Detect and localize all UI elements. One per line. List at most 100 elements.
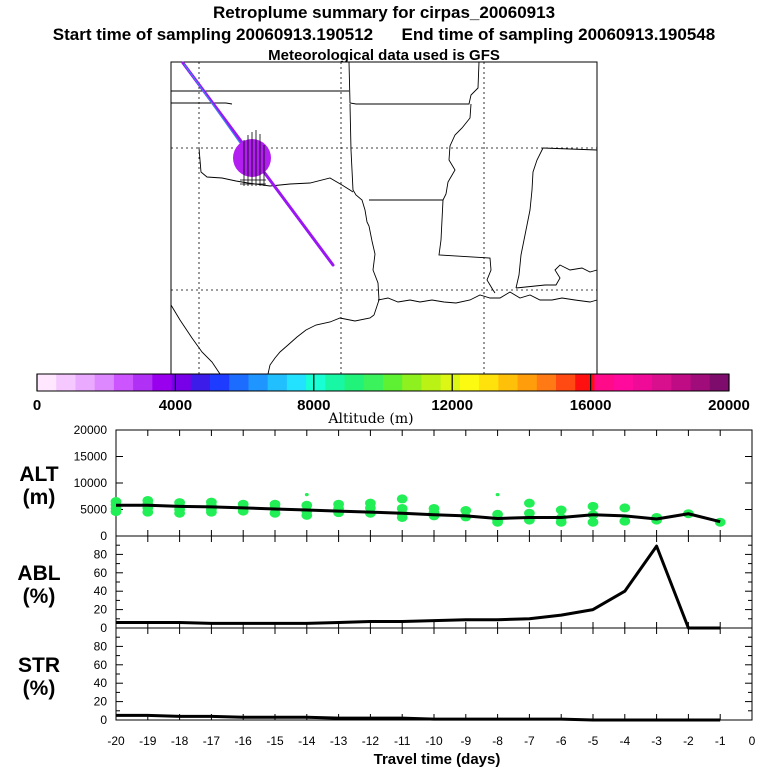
altitude-point [110, 507, 122, 517]
x-tick-label: -6 [556, 734, 567, 748]
panel-unit: (m) [23, 486, 56, 509]
altitude-point [619, 503, 631, 513]
x-tick-label: -19 [139, 734, 157, 748]
x-tick-label: -11 [394, 734, 411, 748]
colorbar-swatch [133, 374, 153, 391]
y-tick-label: 40 [94, 584, 108, 598]
panel-label: ALT [19, 463, 58, 486]
x-tick-label: -10 [425, 734, 443, 748]
panel-label: ABL [17, 562, 60, 585]
panel-abl: 0 20 40 60 80 ABL(%) [17, 535, 753, 635]
colorbar-swatch [113, 374, 134, 391]
colorbar-swatch [613, 374, 634, 391]
colorbar-swatch [690, 374, 711, 391]
altitude-point [587, 517, 599, 527]
altitude-point [619, 516, 631, 526]
y-tick-label: 15000 [74, 450, 108, 464]
colorbar-swatch [306, 374, 326, 391]
altitude-point [206, 507, 217, 517]
colorbar-swatch [286, 374, 307, 391]
altitude-point [460, 506, 472, 516]
x-tick-label: 0 [749, 734, 756, 748]
series-line-str [116, 713, 721, 722]
colorbar-swatch [94, 374, 115, 391]
colorbar-swatch [479, 374, 499, 391]
x-axis-title: Travel time (days) [374, 751, 501, 768]
map-borders [170, 61, 598, 375]
y-tick-label: 40 [94, 676, 108, 690]
y-tick-label: 20 [94, 603, 108, 617]
x-tick-label: -16 [235, 734, 253, 748]
altitude-point [301, 510, 313, 520]
panel-str: 0 20 40 60 80 STR(%) [18, 627, 753, 727]
y-tick-label: 80 [94, 547, 108, 561]
y-tick-label: 0 [100, 713, 107, 727]
altitude-point [269, 508, 281, 518]
colorbar-swatch [267, 374, 288, 391]
x-tick-label: -15 [266, 734, 284, 748]
colorbar-swatch [517, 374, 538, 391]
release-column-ticks [240, 130, 266, 186]
colorbar-swatch [152, 374, 172, 391]
colorbar-tick-label: 4000 [159, 397, 192, 414]
y-tick-label: 5000 [80, 503, 107, 517]
colorbar-swatch [383, 374, 403, 391]
map-frame [170, 61, 598, 375]
x-tick-label: -9 [460, 734, 471, 748]
x-tick-label: -13 [330, 734, 348, 748]
altitude-point [587, 501, 599, 511]
altitude-point [174, 508, 186, 518]
altitude-point [396, 494, 408, 504]
sampling-times: Start time of sampling 20060913.190512 E… [0, 25, 768, 45]
colorbar-swatch [459, 374, 480, 391]
x-tick-label: -20 [107, 734, 125, 748]
y-tick-label: 10000 [74, 476, 108, 490]
x-tick-label: -7 [524, 734, 535, 748]
colorbar-swatch [594, 374, 615, 391]
x-tick-label: -4 [619, 734, 630, 748]
colorbar-tick-label: 20000 [708, 397, 750, 414]
colorbar-swatch [536, 374, 557, 391]
retroplume-track-overlay [183, 63, 246, 151]
colorbar-swatch [75, 374, 96, 391]
colorbar-swatch [556, 374, 576, 391]
panel-label: STR [18, 654, 60, 677]
x-tick-label: -17 [203, 734, 221, 748]
y-tick-label: 60 [94, 658, 108, 672]
x-tick-label: -14 [298, 734, 316, 748]
page-title: Retroplume summary for cirpas_20060913 [212, 3, 556, 22]
x-tick-label: -1 [715, 734, 726, 748]
altitude-point [492, 517, 503, 527]
panel-alt: 0 5000 10000 15000 20000 ALT(m) [19, 423, 753, 543]
panel-frame [115, 627, 753, 721]
colorbar-swatch [632, 374, 653, 391]
x-tick-label: -8 [492, 734, 503, 748]
altitude-point [396, 512, 408, 522]
altitude-point [495, 493, 500, 497]
colorbar-swatch [402, 374, 422, 391]
colorbar-swatch [190, 374, 211, 391]
colorbar-swatch [210, 374, 230, 391]
y-tick-label: 60 [94, 566, 108, 580]
map-panel [170, 61, 598, 375]
series-line-alt [116, 503, 721, 524]
colorbar-swatch [709, 374, 730, 391]
x-tick-label: -5 [588, 734, 599, 748]
panel-unit: (%) [23, 585, 56, 608]
series-line-abl [116, 544, 721, 630]
colorbar-swatch [671, 374, 691, 391]
colorbar-swatch [229, 374, 249, 391]
colorbar-tick-label: 12000 [431, 397, 473, 414]
colorbar-swatch [344, 374, 365, 391]
colorbar-swatch [652, 374, 672, 391]
met-data-label: Meteorological data used is GFS [268, 47, 500, 64]
colorbar-swatch [498, 374, 518, 391]
time-series-panels: 05000100001500020000ALT(m)020406080ABL(%… [17, 423, 755, 768]
colorbar-swatch [363, 374, 384, 391]
colorbar-swatch [325, 374, 345, 391]
colorbar-tick-label: 8000 [297, 397, 330, 414]
end-time-label: End time of sampling 20060913.190548 [401, 25, 716, 44]
altitude-point [524, 508, 535, 518]
x-tick-label: -18 [171, 734, 189, 748]
